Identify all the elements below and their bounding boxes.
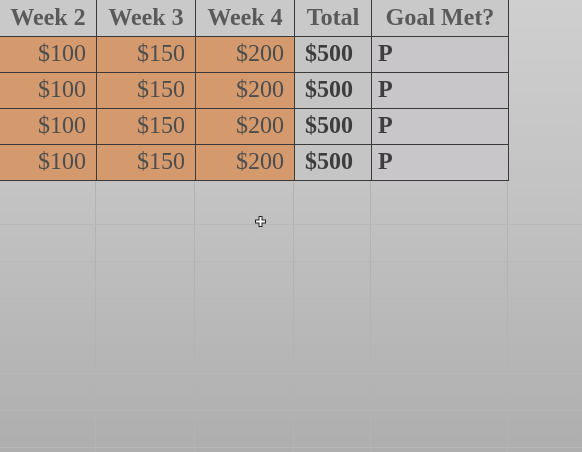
table-row: $100 $150 $200 $500 P — [0, 144, 509, 181]
cell-total[interactable]: $500 — [294, 144, 372, 181]
cell-goal-met[interactable]: P — [371, 36, 509, 73]
grid-row-line — [0, 410, 582, 411]
cell-week4[interactable]: $200 — [195, 144, 295, 181]
grid-column-line — [507, 0, 508, 452]
cell-week3[interactable]: $150 — [96, 144, 196, 181]
cell-week3[interactable]: $150 — [96, 108, 196, 145]
table-row: $100 $150 $200 $500 P — [0, 36, 509, 73]
cell-total[interactable]: $500 — [294, 108, 372, 145]
grid-column-line — [370, 0, 371, 452]
cell-week2[interactable]: $100 — [0, 144, 97, 181]
cell-goal-met[interactable]: P — [371, 72, 509, 109]
grid-row-line — [0, 373, 582, 374]
cell-goal-met[interactable]: P — [371, 108, 509, 145]
cell-week4[interactable]: $200 — [195, 72, 295, 109]
cell-week2[interactable]: $100 — [0, 72, 97, 109]
grid-column-line — [293, 0, 294, 452]
plus-cursor-icon — [255, 216, 266, 227]
header-cell-week2[interactable]: Week 2 — [0, 0, 97, 37]
header-row: Week 2 Week 3 Week 4 Total Goal Met? — [0, 0, 509, 37]
cell-week3[interactable]: $150 — [96, 72, 196, 109]
cell-total[interactable]: $500 — [294, 72, 372, 109]
cell-goal-met[interactable]: P — [371, 144, 509, 181]
cell-week4[interactable]: $200 — [195, 36, 295, 73]
header-cell-week4[interactable]: Week 4 — [195, 0, 295, 37]
grid-row-line — [0, 261, 582, 262]
header-cell-total[interactable]: Total — [294, 0, 372, 37]
grid-row-line — [0, 224, 582, 225]
cell-week2[interactable]: $100 — [0, 36, 97, 73]
cell-week4[interactable]: $200 — [195, 108, 295, 145]
table-row: $100 $150 $200 $500 P — [0, 72, 509, 109]
cell-total[interactable]: $500 — [294, 36, 372, 73]
header-cell-week3[interactable]: Week 3 — [96, 0, 196, 37]
header-cell-goal-met[interactable]: Goal Met? — [371, 0, 509, 37]
grid-row-line — [0, 336, 582, 337]
spreadsheet-table: Week 2 Week 3 Week 4 Total Goal Met? $10… — [0, 0, 509, 181]
grid-column-line — [95, 0, 96, 452]
table-row: $100 $150 $200 $500 P — [0, 108, 509, 145]
grid-row-line — [0, 298, 582, 299]
grid-row-line — [0, 447, 582, 448]
cell-week2[interactable]: $100 — [0, 108, 97, 145]
cell-week3[interactable]: $150 — [96, 36, 196, 73]
grid-column-line — [194, 0, 195, 452]
